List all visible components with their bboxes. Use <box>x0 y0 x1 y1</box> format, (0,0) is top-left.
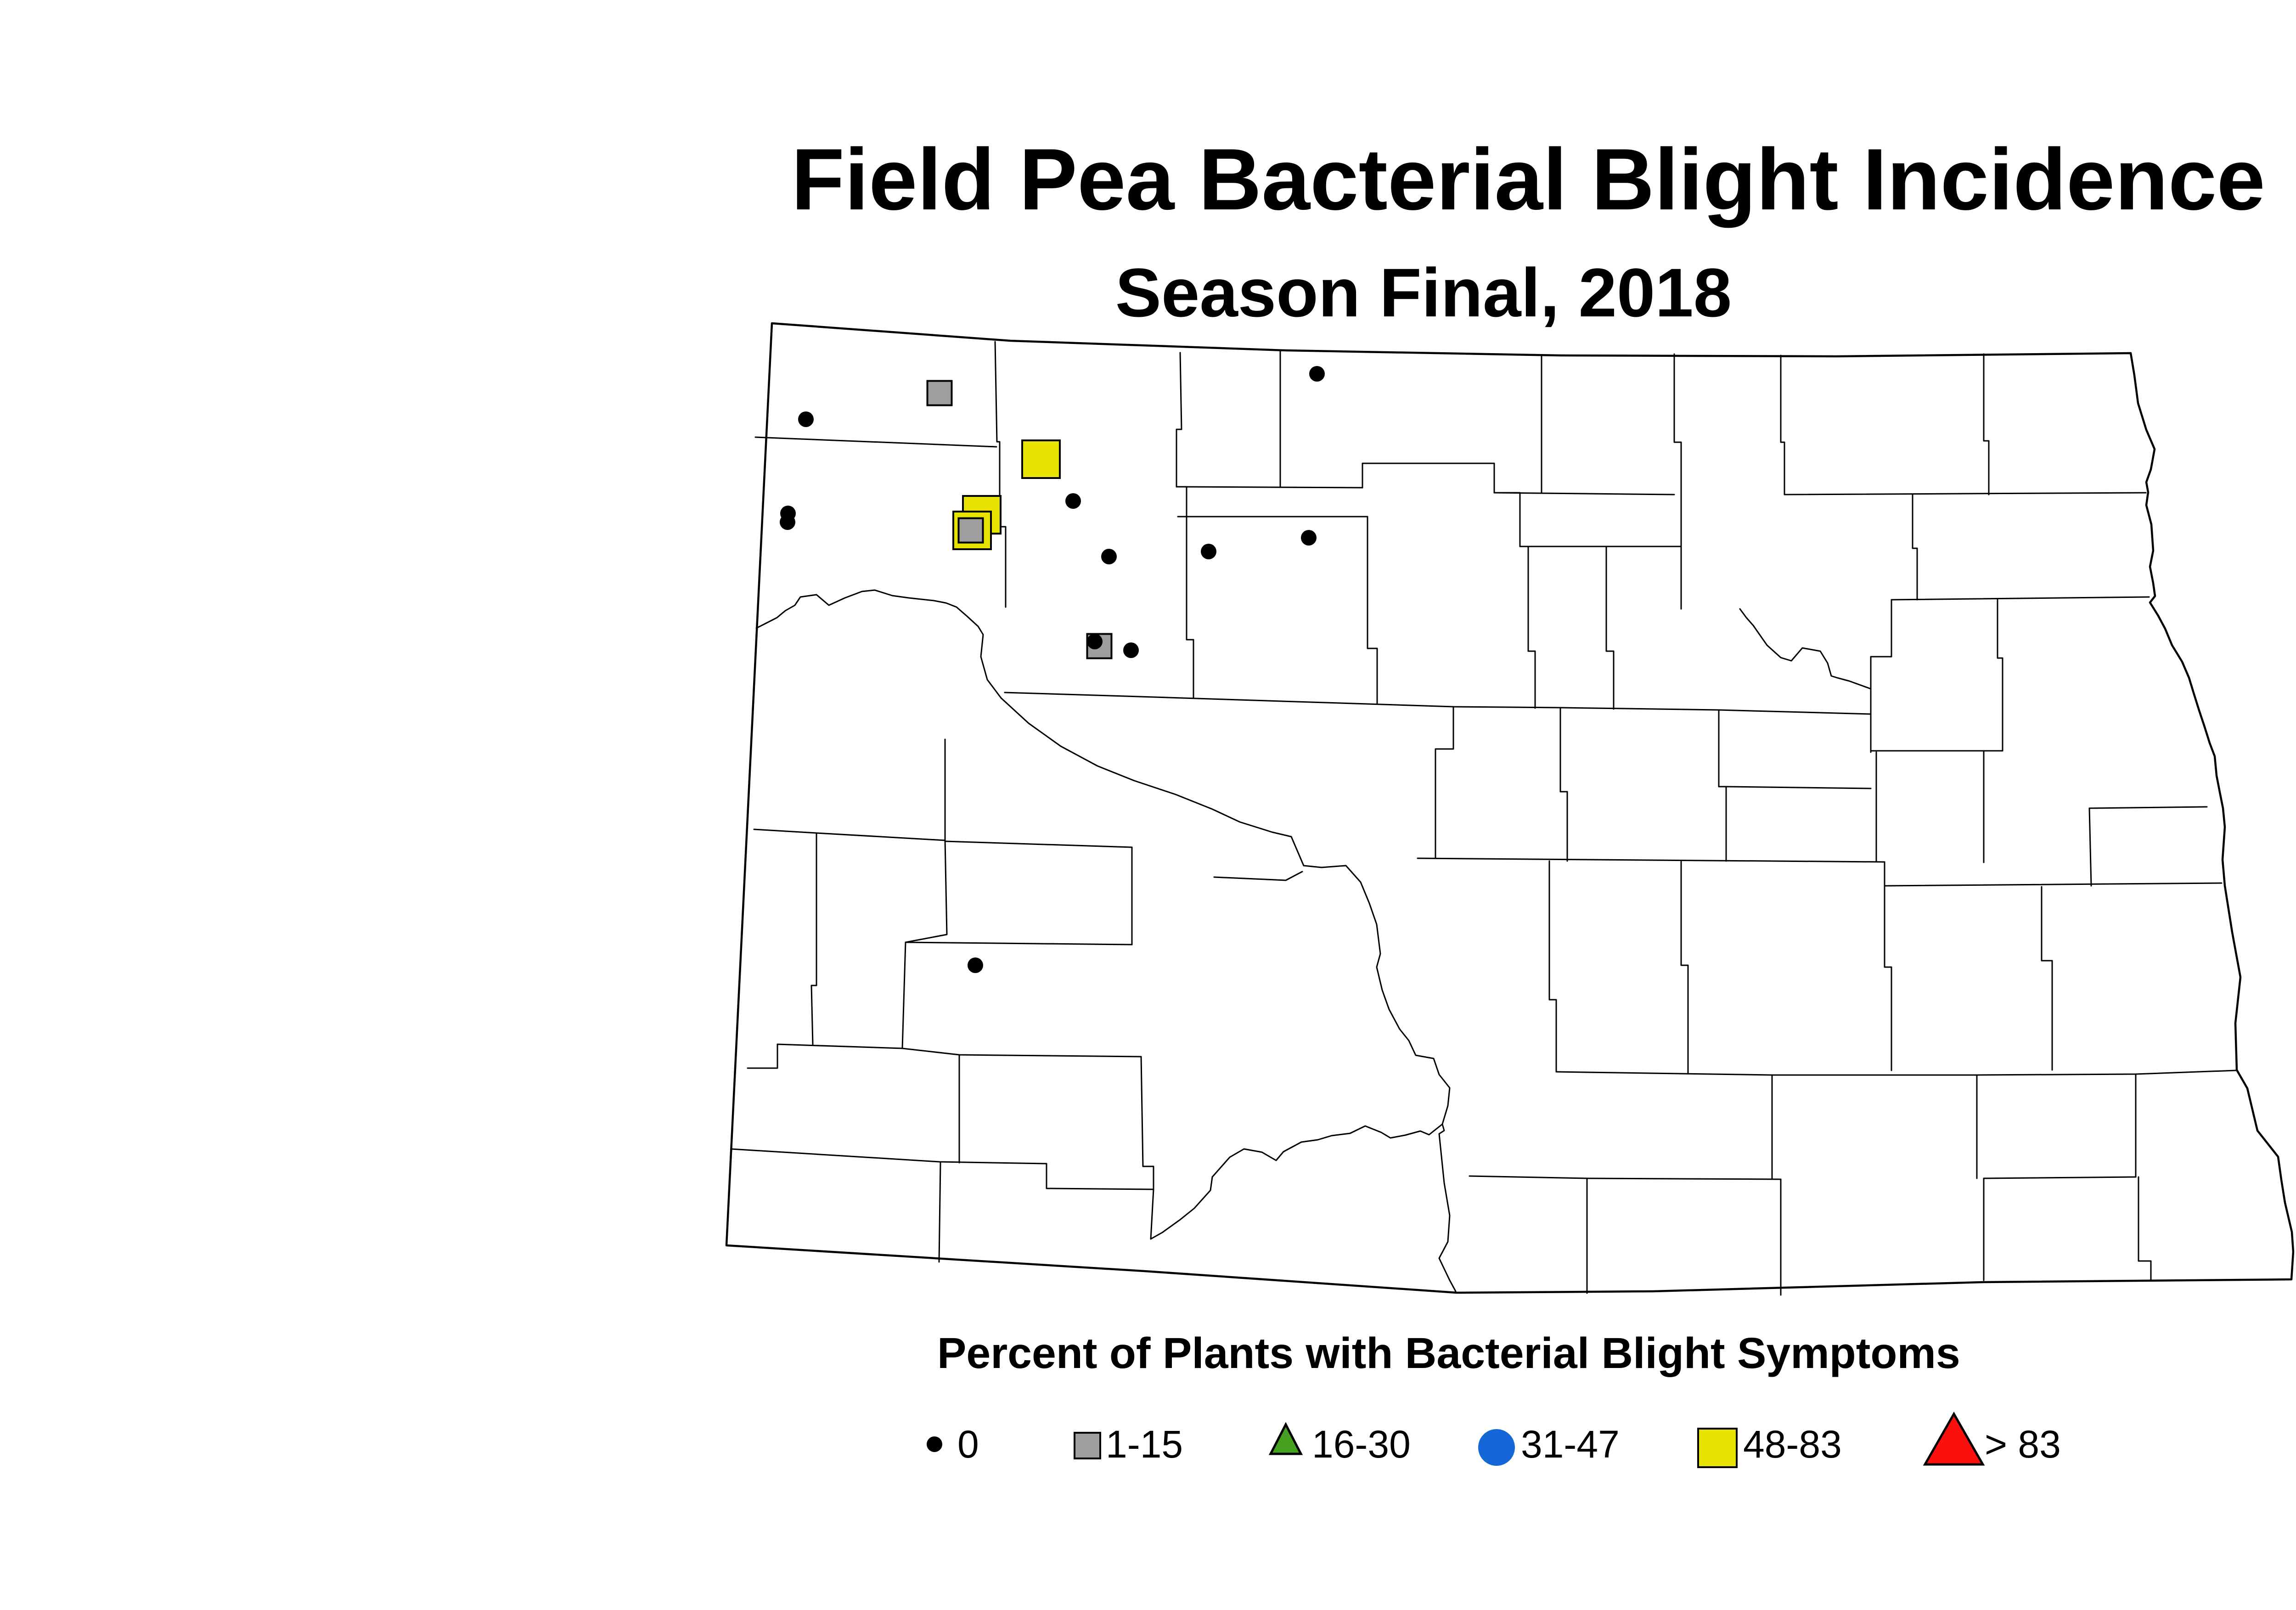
county-line <box>1673 353 1682 547</box>
map-point-0 <box>968 957 983 973</box>
county-line <box>1150 1188 1154 1240</box>
legend-marker-triangle-icon <box>1923 1411 1985 1466</box>
circle-glyph <box>1478 1429 1515 1466</box>
county-line <box>1891 596 2150 601</box>
county-line <box>1548 860 1557 1072</box>
county-line <box>1559 707 1568 862</box>
dot-glyph <box>927 1436 942 1452</box>
county-line <box>1784 492 2147 495</box>
county-line <box>1555 1070 2237 1076</box>
legend-label: 0 <box>957 1423 979 1466</box>
county-line <box>753 828 946 841</box>
legend-title: Percent of Plants with Bacterial Blight … <box>937 1329 1960 1378</box>
legend-marker-dot-icon <box>927 1436 942 1452</box>
county-line <box>1493 492 1675 495</box>
map-point-0 <box>1087 634 1103 649</box>
map-point-0 <box>1101 549 1117 564</box>
map-point-0 <box>1301 530 1317 546</box>
county-boundaries <box>730 341 2237 1296</box>
legend-marker-square-icon <box>1074 1432 1101 1459</box>
county-line <box>1150 1123 1443 1240</box>
county-line <box>1527 546 1536 709</box>
legend-marker-triangle-icon <box>1268 1422 1303 1455</box>
page-title: Field Pea Bacterial Blight Incidence <box>791 131 2265 228</box>
legend-label: > 83 <box>1985 1423 2061 1466</box>
county-line <box>1004 692 1872 715</box>
county-line <box>1469 1175 1782 1180</box>
legend-label: 31-47 <box>1521 1423 1620 1466</box>
county-line <box>1725 786 1872 789</box>
page-subtitle: Season Final, 2018 <box>1115 254 1732 331</box>
county-line <box>1362 462 1521 547</box>
county-line <box>1417 857 1885 863</box>
map-point-0 <box>1201 544 1216 559</box>
county-line <box>1176 352 1182 488</box>
county-line <box>2138 1176 2152 1281</box>
county-line <box>755 589 1457 1292</box>
county-line <box>1997 599 2003 752</box>
county-line <box>1046 1188 1154 1190</box>
map-data-points <box>780 366 1325 973</box>
county-line <box>2088 807 2092 887</box>
county-line <box>1718 709 1727 862</box>
map-point-1-15 <box>957 517 984 544</box>
county-line <box>1680 861 1689 1074</box>
county-line <box>1912 494 1918 601</box>
triangle-glyph <box>1923 1411 1985 1466</box>
county-line <box>944 840 1133 848</box>
county-line <box>1780 355 1785 495</box>
county-line <box>1176 486 1194 698</box>
county-line <box>1176 486 1363 489</box>
county-line <box>730 1148 1047 1165</box>
map-point-0 <box>780 514 795 530</box>
county-line <box>1140 1056 1154 1190</box>
county-line <box>2041 886 2053 1071</box>
county-line <box>1435 706 1454 859</box>
county-line <box>1605 546 1615 710</box>
county-line <box>1983 353 1990 495</box>
county-line <box>938 1162 941 1263</box>
map-point-0 <box>1309 366 1325 382</box>
county-line <box>1884 882 2223 887</box>
county-line <box>1870 599 1892 753</box>
county-line <box>754 436 997 448</box>
county-line <box>810 832 817 1045</box>
legend-label: 1-15 <box>1106 1423 1183 1466</box>
county-line <box>1213 871 1303 881</box>
legend-label: 48-83 <box>1743 1423 1842 1466</box>
square-glyph <box>1697 1428 1738 1468</box>
county-line <box>1983 1176 2137 1179</box>
county-line <box>1739 608 1872 690</box>
county-line <box>905 941 1133 946</box>
triangle-glyph <box>1268 1422 1303 1455</box>
legend-marker-circle-icon <box>1478 1429 1515 1466</box>
map-point-0 <box>1123 642 1139 658</box>
county-line <box>1367 516 1378 705</box>
legend-label: 16-30 <box>1312 1423 1411 1466</box>
county-line <box>994 341 1007 608</box>
square-glyph <box>1074 1432 1101 1459</box>
map-point-0 <box>798 411 814 427</box>
legend-marker-square-icon <box>1697 1428 1738 1468</box>
county-line <box>747 1043 1142 1069</box>
map-point-0 <box>1065 493 1081 509</box>
north-dakota-county-map <box>725 322 2295 1296</box>
map-point-1-15 <box>926 380 953 406</box>
county-line <box>2088 806 2208 809</box>
state-border <box>725 322 2295 1294</box>
county-line <box>901 839 948 1049</box>
county-line <box>1884 861 1892 1071</box>
map-point-48-83 <box>1021 439 1061 479</box>
